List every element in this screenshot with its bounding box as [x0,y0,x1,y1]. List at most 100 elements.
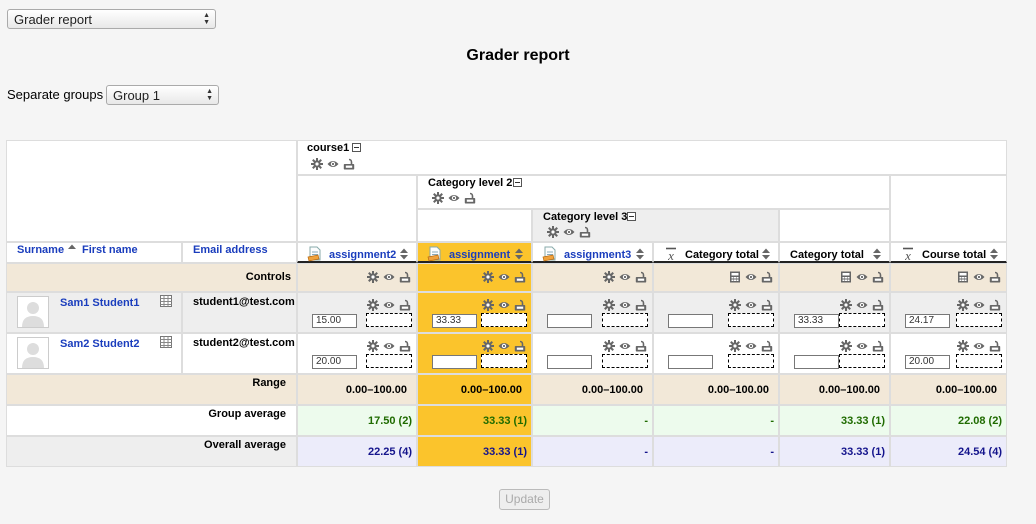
lock-icon[interactable] [514,271,526,283]
eye-icon[interactable] [498,340,510,352]
lock-icon[interactable] [399,340,411,352]
feedback-input[interactable] [481,354,527,368]
eye-icon[interactable] [563,226,575,238]
grade-input[interactable] [547,314,592,328]
feedback-input[interactable] [481,313,527,327]
feedback-input[interactable] [366,354,412,368]
feedback-input[interactable] [366,313,412,327]
email-sort-link[interactable]: Email address [193,244,268,256]
eye-icon[interactable] [856,299,868,311]
eye-icon[interactable] [383,271,395,283]
eye-icon[interactable] [856,271,868,283]
gear-icon[interactable] [840,340,852,352]
gear-icon[interactable] [482,299,494,311]
grade-input[interactable] [668,314,713,328]
grade-input[interactable]: 33.33 [794,314,839,328]
feedback-input[interactable] [956,313,1002,327]
lock-icon[interactable] [635,340,647,352]
lock-icon[interactable] [514,299,526,311]
grade-input[interactable]: 20.00 [905,355,950,369]
eye-icon[interactable] [619,271,631,283]
lock-icon[interactable] [872,340,884,352]
lock-icon[interactable] [989,340,1001,352]
gear-icon[interactable] [603,271,615,283]
eye-icon[interactable] [498,299,510,311]
feedback-input[interactable] [602,354,648,368]
gear-icon[interactable] [367,271,379,283]
calculator-icon[interactable] [729,271,741,283]
gear-icon[interactable] [729,299,741,311]
sort-icon[interactable] [871,248,883,260]
gear-icon[interactable] [957,299,969,311]
eye-icon[interactable] [745,271,757,283]
feedback-input[interactable] [839,354,885,368]
sort-ascending-icon[interactable] [66,242,78,254]
feedback-input[interactable] [728,313,774,327]
grade-input[interactable]: 20.00 [312,355,357,369]
eye-icon[interactable] [745,340,757,352]
collapse-icon[interactable] [513,178,522,187]
eye-icon[interactable] [973,340,985,352]
lock-icon[interactable] [872,299,884,311]
grade-item-link[interactable]: assignment2 [329,249,397,261]
lock-icon[interactable] [464,192,476,204]
grade-input[interactable] [432,355,477,369]
lock-icon[interactable] [399,299,411,311]
lock-icon[interactable] [579,226,591,238]
gear-icon[interactable] [957,340,969,352]
grade-input[interactable]: 33.33 [432,314,477,328]
sort-icon[interactable] [513,248,525,260]
gear-icon[interactable] [367,340,379,352]
grid-icon[interactable] [160,295,172,307]
lock-icon[interactable] [761,271,773,283]
update-button[interactable]: Update [499,489,550,510]
grade-input[interactable] [794,355,839,369]
gear-icon[interactable] [367,299,379,311]
feedback-input[interactable] [728,354,774,368]
eye-icon[interactable] [383,340,395,352]
gear-icon[interactable] [432,192,444,204]
eye-icon[interactable] [973,299,985,311]
eye-icon[interactable] [448,192,460,204]
grade-input[interactable]: 15.00 [312,314,357,328]
eye-icon[interactable] [383,299,395,311]
lock-icon[interactable] [761,299,773,311]
gear-icon[interactable] [729,340,741,352]
grade-item-link[interactable]: assignment3 [564,249,632,261]
calculator-icon[interactable] [840,271,852,283]
lock-icon[interactable] [872,271,884,283]
gear-icon[interactable] [603,340,615,352]
lock-icon[interactable] [514,340,526,352]
lock-icon[interactable] [761,340,773,352]
grade-input[interactable] [547,355,592,369]
report-selector[interactable]: Grader report ▲ ▼ [7,9,216,29]
lock-icon[interactable] [399,271,411,283]
sort-icon[interactable] [760,248,772,260]
gear-icon[interactable] [482,271,494,283]
sort-icon[interactable] [634,248,646,260]
lock-icon[interactable] [989,271,1001,283]
gear-icon[interactable] [603,299,615,311]
first-name-sort-link[interactable]: First name [82,244,138,256]
eye-icon[interactable] [327,158,339,170]
gear-icon[interactable] [547,226,559,238]
lock-icon[interactable] [635,271,647,283]
surname-sort-link[interactable]: Surname [17,244,65,256]
gear-icon[interactable] [840,299,852,311]
collapse-icon[interactable] [352,143,361,152]
eye-icon[interactable] [498,271,510,283]
feedback-input[interactable] [956,354,1002,368]
eye-icon[interactable] [619,299,631,311]
eye-icon[interactable] [856,340,868,352]
feedback-input[interactable] [839,313,885,327]
gear-icon[interactable] [311,158,323,170]
grade-input[interactable] [668,355,713,369]
group-selector[interactable]: Group 1 ▲ ▼ [106,85,219,105]
eye-icon[interactable] [745,299,757,311]
gear-icon[interactable] [482,340,494,352]
lock-icon[interactable] [343,158,355,170]
feedback-input[interactable] [602,313,648,327]
grade-input[interactable]: 24.17 [905,314,950,328]
sort-icon[interactable] [398,248,410,260]
grid-icon[interactable] [160,336,172,348]
